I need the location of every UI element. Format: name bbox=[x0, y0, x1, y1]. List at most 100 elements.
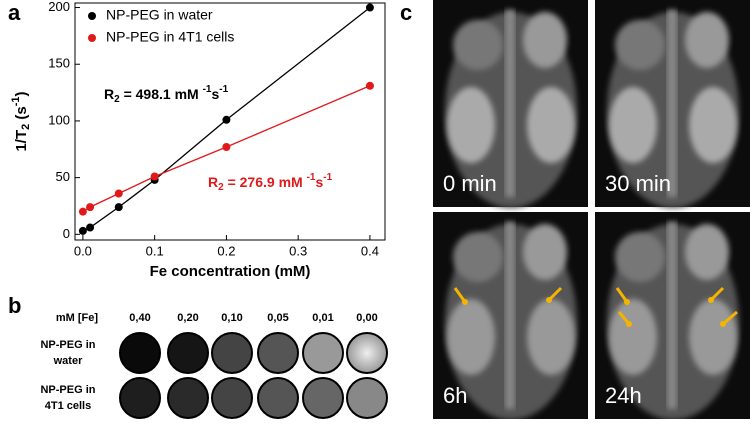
kidney bbox=[447, 87, 495, 163]
y-tick-label: 50 bbox=[56, 169, 70, 184]
y-axis-label: 1/T2 (s-1) bbox=[10, 91, 32, 151]
annotation-part: s bbox=[211, 86, 219, 102]
arrow-head bbox=[720, 321, 726, 327]
x-axis-label: Fe concentration (mM) bbox=[150, 263, 311, 280]
arrow-head bbox=[462, 299, 468, 305]
point bbox=[114, 203, 123, 212]
annotation-part: R bbox=[104, 86, 114, 102]
phantom bbox=[302, 332, 344, 374]
panel-label: c bbox=[400, 0, 412, 25]
organ bbox=[615, 20, 665, 70]
phantom bbox=[167, 332, 209, 374]
spine bbox=[505, 222, 515, 409]
y-axis-label-part: (s bbox=[13, 106, 30, 124]
column-label: 0,01 bbox=[312, 312, 333, 324]
x-tick-label: 0.4 bbox=[361, 243, 379, 258]
arrow-head bbox=[546, 297, 552, 303]
phantom bbox=[167, 377, 209, 419]
time-label: 0 min bbox=[443, 171, 497, 196]
panel-label: b bbox=[8, 293, 21, 318]
x-tick-label: 0.2 bbox=[217, 243, 235, 258]
y-axis-label-part: -1 bbox=[10, 96, 22, 106]
annotation-part: -1 bbox=[323, 172, 332, 183]
kidney bbox=[447, 299, 495, 375]
point bbox=[78, 226, 87, 235]
legend-marker bbox=[88, 34, 96, 42]
mri-image: 24h bbox=[595, 212, 750, 420]
kidney bbox=[527, 299, 575, 375]
point bbox=[222, 115, 231, 124]
point bbox=[86, 203, 95, 212]
point bbox=[150, 172, 159, 181]
plot-frame bbox=[74, 2, 386, 241]
arrow-head bbox=[626, 321, 632, 327]
organ bbox=[523, 224, 567, 280]
annotation-part: -1 bbox=[203, 84, 212, 95]
x-tick-label: 0.1 bbox=[146, 243, 164, 258]
annotation: R2 = 276.9 mM -1s-1 bbox=[208, 172, 333, 193]
phantom bbox=[119, 377, 161, 419]
annotation-part: R bbox=[208, 174, 218, 190]
annotation-part: -1 bbox=[307, 172, 316, 183]
row-label: 4T1 cells bbox=[45, 400, 91, 412]
y-axis-label-part: ) bbox=[13, 91, 30, 96]
phantom bbox=[302, 377, 344, 419]
mri-image: 0 min bbox=[433, 0, 588, 208]
point bbox=[365, 3, 374, 12]
panel-label: a bbox=[8, 0, 21, 25]
organ bbox=[453, 20, 503, 70]
y-tick-label: 0 bbox=[63, 226, 70, 241]
point bbox=[114, 189, 123, 198]
annotation-part: = 498.1 mM bbox=[120, 86, 203, 102]
column-label: 0,40 bbox=[129, 312, 150, 324]
annotation: R2 = 498.1 mM -1s-1 bbox=[104, 84, 229, 105]
legend-marker bbox=[88, 12, 96, 20]
spine bbox=[667, 10, 677, 197]
kidney bbox=[609, 299, 657, 375]
organ bbox=[523, 12, 567, 68]
row-label: NP-PEG in bbox=[40, 384, 95, 396]
organ bbox=[685, 224, 729, 280]
row-label: NP-PEG in bbox=[40, 339, 95, 351]
column-label: 0,00 bbox=[356, 312, 377, 324]
time-label: 24h bbox=[605, 383, 642, 408]
legend-label: NP-PEG in 4T1 cells bbox=[106, 29, 234, 45]
arrow-head bbox=[708, 297, 714, 303]
mri-image: 6h bbox=[433, 212, 588, 420]
annotation-part: -1 bbox=[219, 84, 228, 95]
arrow bbox=[722, 310, 738, 326]
phantom bbox=[346, 332, 388, 374]
y-tick-label: 150 bbox=[48, 56, 70, 71]
time-label: 30 min bbox=[605, 171, 671, 196]
point bbox=[86, 223, 95, 232]
annotation-part: 2 bbox=[114, 94, 120, 105]
spine bbox=[505, 10, 515, 197]
y-axis-label-part: 2 bbox=[20, 124, 32, 130]
phantom bbox=[211, 332, 253, 374]
annotation-part: s bbox=[315, 174, 323, 190]
x-tick-label: 0.3 bbox=[289, 243, 307, 258]
column-label: 0,05 bbox=[267, 312, 288, 324]
phantom bbox=[257, 377, 299, 419]
annotation-part: = 276.9 mM bbox=[224, 174, 307, 190]
time-label: 6h bbox=[443, 383, 467, 408]
point bbox=[365, 81, 374, 90]
kidney bbox=[527, 87, 575, 163]
annotation-part: 2 bbox=[218, 182, 224, 193]
point bbox=[78, 207, 87, 216]
phantom bbox=[119, 332, 161, 374]
phantom bbox=[211, 377, 253, 419]
column-label: 0,20 bbox=[177, 312, 198, 324]
point bbox=[222, 143, 231, 152]
legend-label: NP-PEG in water bbox=[106, 7, 213, 23]
row-label: water bbox=[53, 355, 83, 367]
x-tick-label: 0.0 bbox=[74, 243, 92, 258]
column-label: 0,10 bbox=[221, 312, 242, 324]
organ bbox=[453, 232, 503, 282]
phantom bbox=[346, 377, 388, 419]
kidney bbox=[609, 87, 657, 163]
kidney bbox=[689, 299, 737, 375]
organ bbox=[615, 232, 665, 282]
header: mM [Fe] bbox=[56, 312, 99, 324]
